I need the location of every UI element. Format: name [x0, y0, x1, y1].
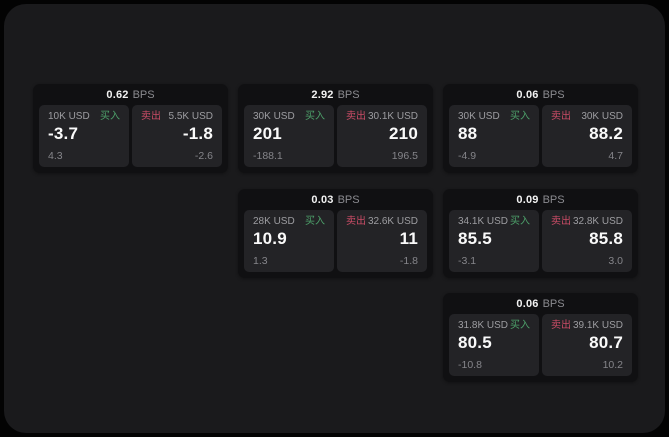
sell-amount: 5.5K USD	[168, 111, 213, 122]
buy-panel[interactable]: 10K USD 买入 -3.7 4.3	[39, 105, 129, 167]
spread-value: 0.06	[516, 88, 539, 101]
sell-side-label: 卖出	[346, 216, 366, 227]
sell-panel[interactable]: 卖出 32.6K USD 11 -1.8	[337, 210, 427, 272]
quote-card-2: 2.92 BPS 30K USD 买入 201 -188.1 卖出 30.1K …	[238, 84, 433, 173]
buy-price: 10.9	[253, 229, 287, 248]
buy-panel[interactable]: 31.8K USD 买入 80.5 -10.8	[449, 314, 539, 376]
sell-amount: 39.1K USD	[572, 320, 623, 331]
spread-value: 0.03	[311, 193, 334, 206]
spread-header: 0.09 BPS	[443, 189, 638, 210]
spread-header: 0.06 BPS	[443, 84, 638, 105]
sell-sub-value: -2.6	[194, 149, 213, 162]
buy-price: 85.5	[458, 229, 492, 248]
sell-panel[interactable]: 卖出 30.1K USD 210 196.5	[337, 105, 427, 167]
buy-sub-value: -188.1	[253, 149, 283, 162]
spread-unit-label: BPS	[542, 193, 565, 206]
spread-value: 0.06	[516, 297, 539, 310]
spread-value: 0.62	[106, 88, 129, 101]
buy-sub-value: 4.3	[48, 149, 63, 162]
spread-value: 0.09	[516, 193, 539, 206]
sell-price: 85.8	[589, 229, 623, 248]
sell-panel[interactable]: 卖出 5.5K USD -1.8 -2.6	[132, 105, 222, 167]
quote-card-1: 0.62 BPS 10K USD 买入 -3.7 4.3 卖出 5.5K USD…	[33, 84, 228, 173]
sell-sub-value: -1.8	[399, 254, 418, 267]
buy-price: 88	[458, 124, 478, 143]
buy-panel[interactable]: 28K USD 买入 10.9 1.3	[244, 210, 334, 272]
quote-panels: 28K USD 买入 10.9 1.3 卖出 32.6K USD 11 -1.8	[238, 210, 433, 278]
buy-price: 80.5	[458, 333, 492, 352]
sell-sub-value: 4.7	[608, 149, 623, 162]
quote-card-6: 0.06 BPS 31.8K USD 买入 80.5 -10.8 卖出 39.1…	[443, 293, 638, 382]
quote-panels: 10K USD 买入 -3.7 4.3 卖出 5.5K USD -1.8 -2.…	[33, 105, 228, 173]
quote-panels: 31.8K USD 买入 80.5 -10.8 卖出 39.1K USD 80.…	[443, 314, 638, 382]
sell-sub-value: 3.0	[608, 254, 623, 267]
buy-side-label: 买入	[510, 320, 530, 331]
sell-side-label: 卖出	[551, 320, 571, 331]
sell-price: 210	[389, 124, 418, 143]
sell-side-label: 卖出	[551, 216, 571, 227]
sell-sub-value: 10.2	[602, 358, 623, 371]
quote-card-4: 0.03 BPS 28K USD 买入 10.9 1.3 卖出 32.6K US…	[238, 189, 433, 278]
buy-amount: 30K USD	[253, 111, 295, 122]
quote-panels: 30K USD 买入 201 -188.1 卖出 30.1K USD 210 1…	[238, 105, 433, 173]
sell-amount: 30.1K USD	[367, 111, 418, 122]
buy-panel[interactable]: 30K USD 买入 88 -4.9	[449, 105, 539, 167]
sell-side-label: 卖出	[141, 111, 161, 122]
buy-sub-value: -4.9	[458, 149, 477, 162]
spread-header: 0.03 BPS	[238, 189, 433, 210]
buy-sub-value: 1.3	[253, 254, 268, 267]
spread-unit-label: BPS	[542, 297, 565, 310]
sell-amount: 30K USD	[581, 111, 623, 122]
spread-unit-label: BPS	[542, 88, 565, 101]
quote-card-5: 0.09 BPS 34.1K USD 买入 85.5 -3.1 卖出 32.8K…	[443, 189, 638, 278]
spread-unit-label: BPS	[337, 88, 360, 101]
quote-card-3: 0.06 BPS 30K USD 买入 88 -4.9 卖出 30K USD 8…	[443, 84, 638, 173]
buy-sub-value: -10.8	[458, 358, 482, 371]
sell-side-label: 卖出	[346, 111, 366, 122]
buy-side-label: 买入	[510, 111, 530, 122]
sell-amount: 32.8K USD	[572, 216, 623, 227]
spread-unit-label: BPS	[132, 88, 155, 101]
buy-side-label: 买入	[305, 111, 325, 122]
sell-price: -1.8	[182, 124, 213, 143]
sell-panel[interactable]: 卖出 30K USD 88.2 4.7	[542, 105, 632, 167]
quote-panels: 30K USD 买入 88 -4.9 卖出 30K USD 88.2 4.7	[443, 105, 638, 173]
buy-side-label: 买入	[305, 216, 325, 227]
buy-price: 201	[253, 124, 282, 143]
spread-header: 0.06 BPS	[443, 293, 638, 314]
sell-sub-value: 196.5	[391, 149, 418, 162]
buy-amount: 30K USD	[458, 111, 500, 122]
quote-panels: 34.1K USD 买入 85.5 -3.1 卖出 32.8K USD 85.8…	[443, 210, 638, 278]
buy-amount: 28K USD	[253, 216, 295, 227]
sell-side-label: 卖出	[551, 111, 571, 122]
sell-panel[interactable]: 卖出 32.8K USD 85.8 3.0	[542, 210, 632, 272]
sell-price: 11	[399, 229, 418, 248]
spread-value: 2.92	[311, 88, 334, 101]
buy-panel[interactable]: 30K USD 买入 201 -188.1	[244, 105, 334, 167]
sell-amount: 32.6K USD	[367, 216, 418, 227]
buy-amount: 34.1K USD	[458, 216, 509, 227]
buy-panel[interactable]: 34.1K USD 买入 85.5 -3.1	[449, 210, 539, 272]
sell-price: 88.2	[589, 124, 623, 143]
buy-amount: 10K USD	[48, 111, 90, 122]
sell-panel[interactable]: 卖出 39.1K USD 80.7 10.2	[542, 314, 632, 376]
sell-price: 80.7	[589, 333, 623, 352]
buy-side-label: 买入	[100, 111, 120, 122]
spread-header: 0.62 BPS	[33, 84, 228, 105]
spread-unit-label: BPS	[337, 193, 360, 206]
buy-price: -3.7	[48, 124, 79, 143]
spread-header: 2.92 BPS	[238, 84, 433, 105]
buy-sub-value: -3.1	[458, 254, 477, 267]
buy-side-label: 买入	[510, 216, 530, 227]
buy-amount: 31.8K USD	[458, 320, 509, 331]
